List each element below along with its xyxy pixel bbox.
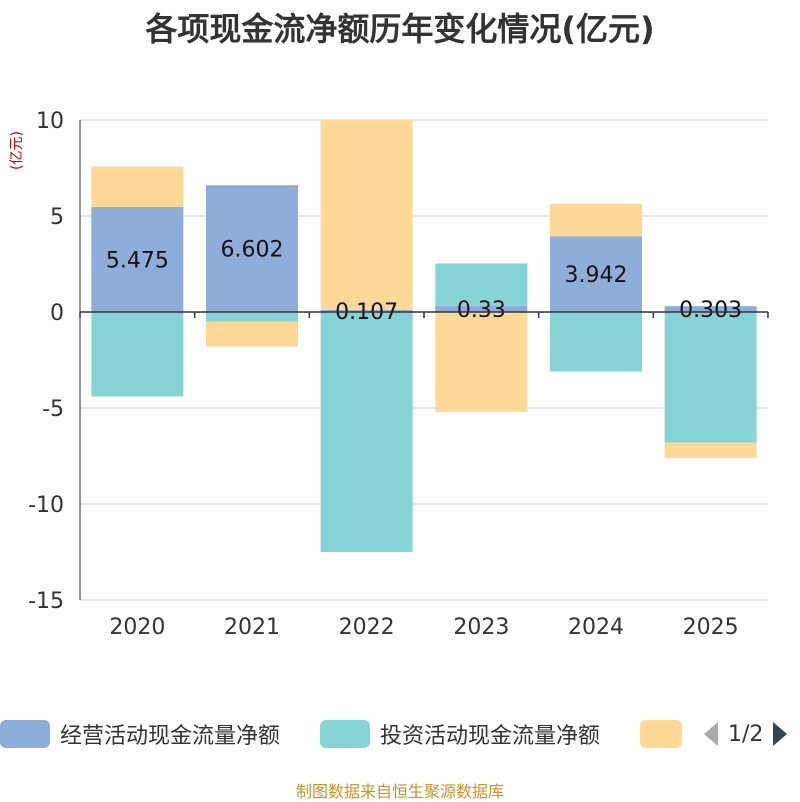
data-label: 0.33: [457, 298, 506, 323]
bar-1-2024: [550, 236, 642, 312]
x-tick-label: 2020: [109, 615, 165, 640]
x-tick-label: 2021: [224, 615, 280, 640]
x-tick-label: 2025: [683, 615, 739, 640]
legend-item-operating[interactable]: 经营活动现金流量净额: [0, 716, 280, 752]
bar-1-2025: [664, 306, 757, 312]
bar-1-2022: [320, 309, 413, 312]
bar-3-2020: [91, 166, 184, 207]
data-label: 0.303: [679, 298, 742, 323]
legend-item-investing[interactable]: 投资活动现金流量净额: [320, 716, 600, 752]
bar-2-2023: [435, 263, 528, 306]
data-label: 5.475: [106, 248, 169, 273]
x-tick-label: 2024: [568, 615, 624, 640]
chart-title: 各项现金流净额历年变化情况(亿元): [145, 10, 655, 48]
x-tick-label: 2022: [339, 615, 395, 640]
bar-3-2021: [206, 321, 298, 347]
bar-2-2022: [320, 312, 413, 552]
bar-2-2025: [664, 312, 757, 443]
bar-1-2020: [91, 206, 184, 312]
legend: 经营活动现金流量净额 投资活动现金流量净额 1/2: [0, 716, 800, 752]
y-axis-unit-label: (亿元): [9, 131, 25, 170]
y-tick-label: -15: [28, 589, 64, 614]
legend-prev-icon[interactable]: [702, 720, 720, 748]
y-tick-label: 5: [50, 205, 64, 230]
bar-1-2023: [435, 305, 528, 312]
y-tick-label: 10: [36, 109, 64, 134]
legend-label-investing: 投资活动现金流量净额: [380, 724, 601, 749]
legend-pager: 1/2: [702, 716, 789, 752]
data-label: 6.602: [221, 238, 284, 263]
legend-item-financing[interactable]: [640, 716, 682, 752]
bar-3-2023: [435, 312, 528, 412]
legend-swatch-operating: [0, 720, 50, 748]
y-tick-label: 0: [50, 301, 64, 326]
legend-next-icon[interactable]: [771, 720, 789, 748]
bar-2-2020: [91, 312, 184, 397]
legend-swatch-investing: [320, 720, 370, 748]
bar-1-2021: [206, 185, 298, 312]
bar-2-2024: [550, 312, 642, 372]
y-axis-unit: (亿元): [6, 120, 26, 180]
legend-swatch-financing: [640, 720, 682, 748]
bar-3-2025: [664, 442, 757, 458]
y-tick-label: -5: [42, 397, 64, 422]
bar-3-2022: [320, 119, 413, 310]
data-label: 3.942: [565, 263, 628, 288]
bar-2-2021: [206, 312, 298, 322]
bar-3-2024: [550, 203, 642, 237]
data-source-note: 制图数据来自恒生聚源数据库: [295, 782, 504, 801]
y-tick-label: -10: [28, 493, 64, 518]
legend-page-indicator: 1/2: [728, 721, 764, 747]
x-tick-label: 2023: [453, 615, 509, 640]
legend-label-operating: 经营活动现金流量净额: [60, 724, 281, 749]
